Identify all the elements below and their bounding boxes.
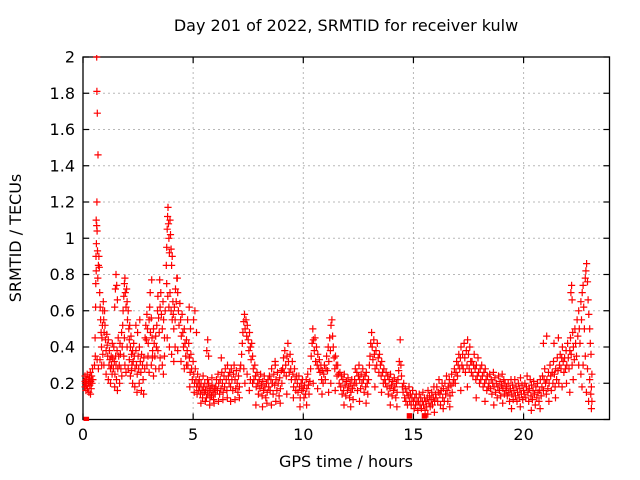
gridlines (83, 57, 610, 420)
data-points (81, 55, 596, 421)
x-tick-label: 0 (78, 425, 88, 444)
axis-ticks (82, 56, 610, 421)
y-axis-label: SRMTID / TECUs (6, 174, 25, 303)
y-tick-label: 0.6 (50, 301, 75, 320)
scatter-plus-markers (81, 55, 596, 418)
scatter-square-marker (421, 413, 428, 419)
chart-title: Day 201 of 2022, SRMTID for receiver kul… (174, 16, 518, 35)
y-tick-label: 2 (65, 48, 75, 67)
x-axis-label: GPS time / hours (279, 452, 413, 471)
x-tick-label: 5 (188, 425, 198, 444)
y-tick-label: 1.8 (50, 84, 75, 103)
x-tick-label: 15 (403, 425, 423, 444)
y-tick-label: 1 (65, 229, 75, 248)
x-tick-label: 20 (513, 425, 533, 444)
y-tick-label: 0 (65, 410, 75, 429)
scatter-square-marker (406, 413, 413, 419)
tick-labels: 0 5 10 15 20 0 0.2 0.4 0.6 0.8 1 1.2 1.4 1.6 1.8 2 (50, 48, 534, 445)
y-tick-label: 1.6 (50, 120, 75, 139)
y-tick-label: 0.4 (50, 338, 75, 357)
scatter-square-marker (83, 416, 90, 421)
x-tick-label: 10 (293, 425, 313, 444)
y-tick-label: 0.8 (50, 265, 75, 284)
y-tick-label: 0.2 (50, 374, 75, 393)
y-tick-label: 1.2 (50, 193, 75, 212)
y-tick-label: 1.4 (50, 156, 75, 175)
